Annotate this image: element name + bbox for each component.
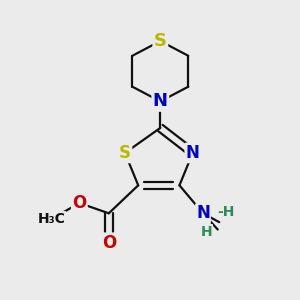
Text: O: O (72, 194, 86, 212)
Text: N: N (196, 204, 210, 222)
Text: -H: -H (217, 205, 235, 219)
Text: O: O (102, 234, 116, 252)
Text: N: N (153, 92, 168, 110)
Text: S: S (154, 32, 167, 50)
Text: N: N (186, 144, 200, 162)
Text: H₃C: H₃C (38, 212, 65, 226)
Text: H: H (201, 225, 212, 238)
Text: S: S (119, 144, 131, 162)
